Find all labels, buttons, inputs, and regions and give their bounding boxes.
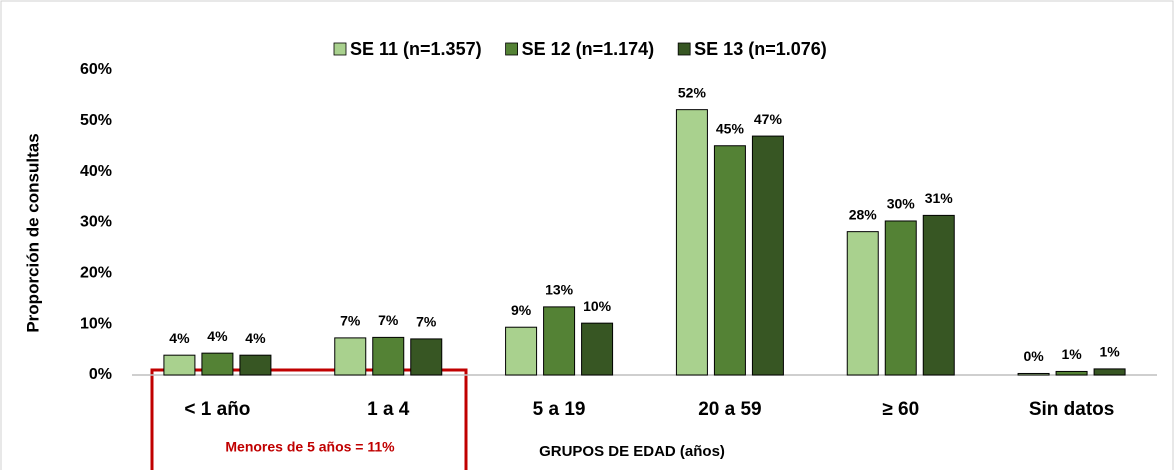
y-tick-label: 60% xyxy=(80,61,112,78)
legend-label: SE 12 (n=1.174) xyxy=(522,39,655,59)
annotation-box xyxy=(150,368,468,470)
bar xyxy=(410,338,443,376)
bar xyxy=(239,354,272,376)
y-tick-label: 10% xyxy=(80,315,112,332)
data-label: 7% xyxy=(416,314,437,330)
data-label: 1% xyxy=(1099,344,1120,360)
y-tick-label: 0% xyxy=(89,366,112,383)
x-tick-label: 20 a 59 xyxy=(698,399,761,420)
x-tick-label: 1 a 4 xyxy=(367,399,410,420)
y-axis-title: Proporción de consultas xyxy=(23,133,42,332)
data-label: 7% xyxy=(378,312,399,328)
y-tick-label: 30% xyxy=(80,214,112,231)
legend-label: SE 13 (n=1.076) xyxy=(694,39,827,59)
bar xyxy=(1017,372,1050,376)
data-label: 28% xyxy=(849,206,878,222)
bar xyxy=(713,145,746,376)
bar xyxy=(1093,368,1126,376)
x-tick-label: 5 a 19 xyxy=(533,399,586,420)
data-label: 47% xyxy=(754,111,783,127)
bar xyxy=(1055,370,1088,376)
x-tick-label: ≥ 60 xyxy=(882,399,919,420)
data-label: 30% xyxy=(887,196,916,212)
data-label: 4% xyxy=(169,330,190,346)
bar xyxy=(581,322,614,376)
bar xyxy=(334,337,367,376)
bar xyxy=(751,135,784,376)
bar xyxy=(922,214,955,376)
bar xyxy=(675,109,708,376)
bar xyxy=(201,352,234,376)
bar xyxy=(884,220,917,376)
data-label: 4% xyxy=(207,328,228,344)
data-label: 13% xyxy=(545,282,574,298)
data-label: 52% xyxy=(678,84,707,100)
bar xyxy=(543,306,576,376)
y-tick-label: 50% xyxy=(80,112,112,129)
annotation: Menores de 5 años = 11% xyxy=(225,439,395,455)
data-label: 0% xyxy=(1023,348,1044,364)
legend-swatch xyxy=(333,42,347,56)
bar xyxy=(846,231,879,376)
data-label: 1% xyxy=(1061,346,1082,362)
x-tick-label: Sin datos xyxy=(1029,399,1115,420)
data-label: 45% xyxy=(716,120,745,136)
x-tick-label: < 1 año xyxy=(184,399,250,420)
bar xyxy=(505,326,538,376)
legend-swatch xyxy=(677,42,691,56)
data-label: 7% xyxy=(340,313,361,329)
data-label: 31% xyxy=(925,190,954,206)
bar xyxy=(163,354,196,376)
y-tick-label: 40% xyxy=(80,163,112,180)
y-tick-label: 20% xyxy=(80,265,112,282)
data-label: 9% xyxy=(511,302,532,318)
x-axis-title: GRUPOS DE EDAD (años) xyxy=(539,443,725,460)
legend-swatch xyxy=(505,42,518,56)
data-label: 4% xyxy=(245,330,266,346)
bar xyxy=(372,336,405,376)
data-label: 10% xyxy=(583,298,612,314)
legend-label: SE 11 (n=1.357) xyxy=(350,39,482,59)
